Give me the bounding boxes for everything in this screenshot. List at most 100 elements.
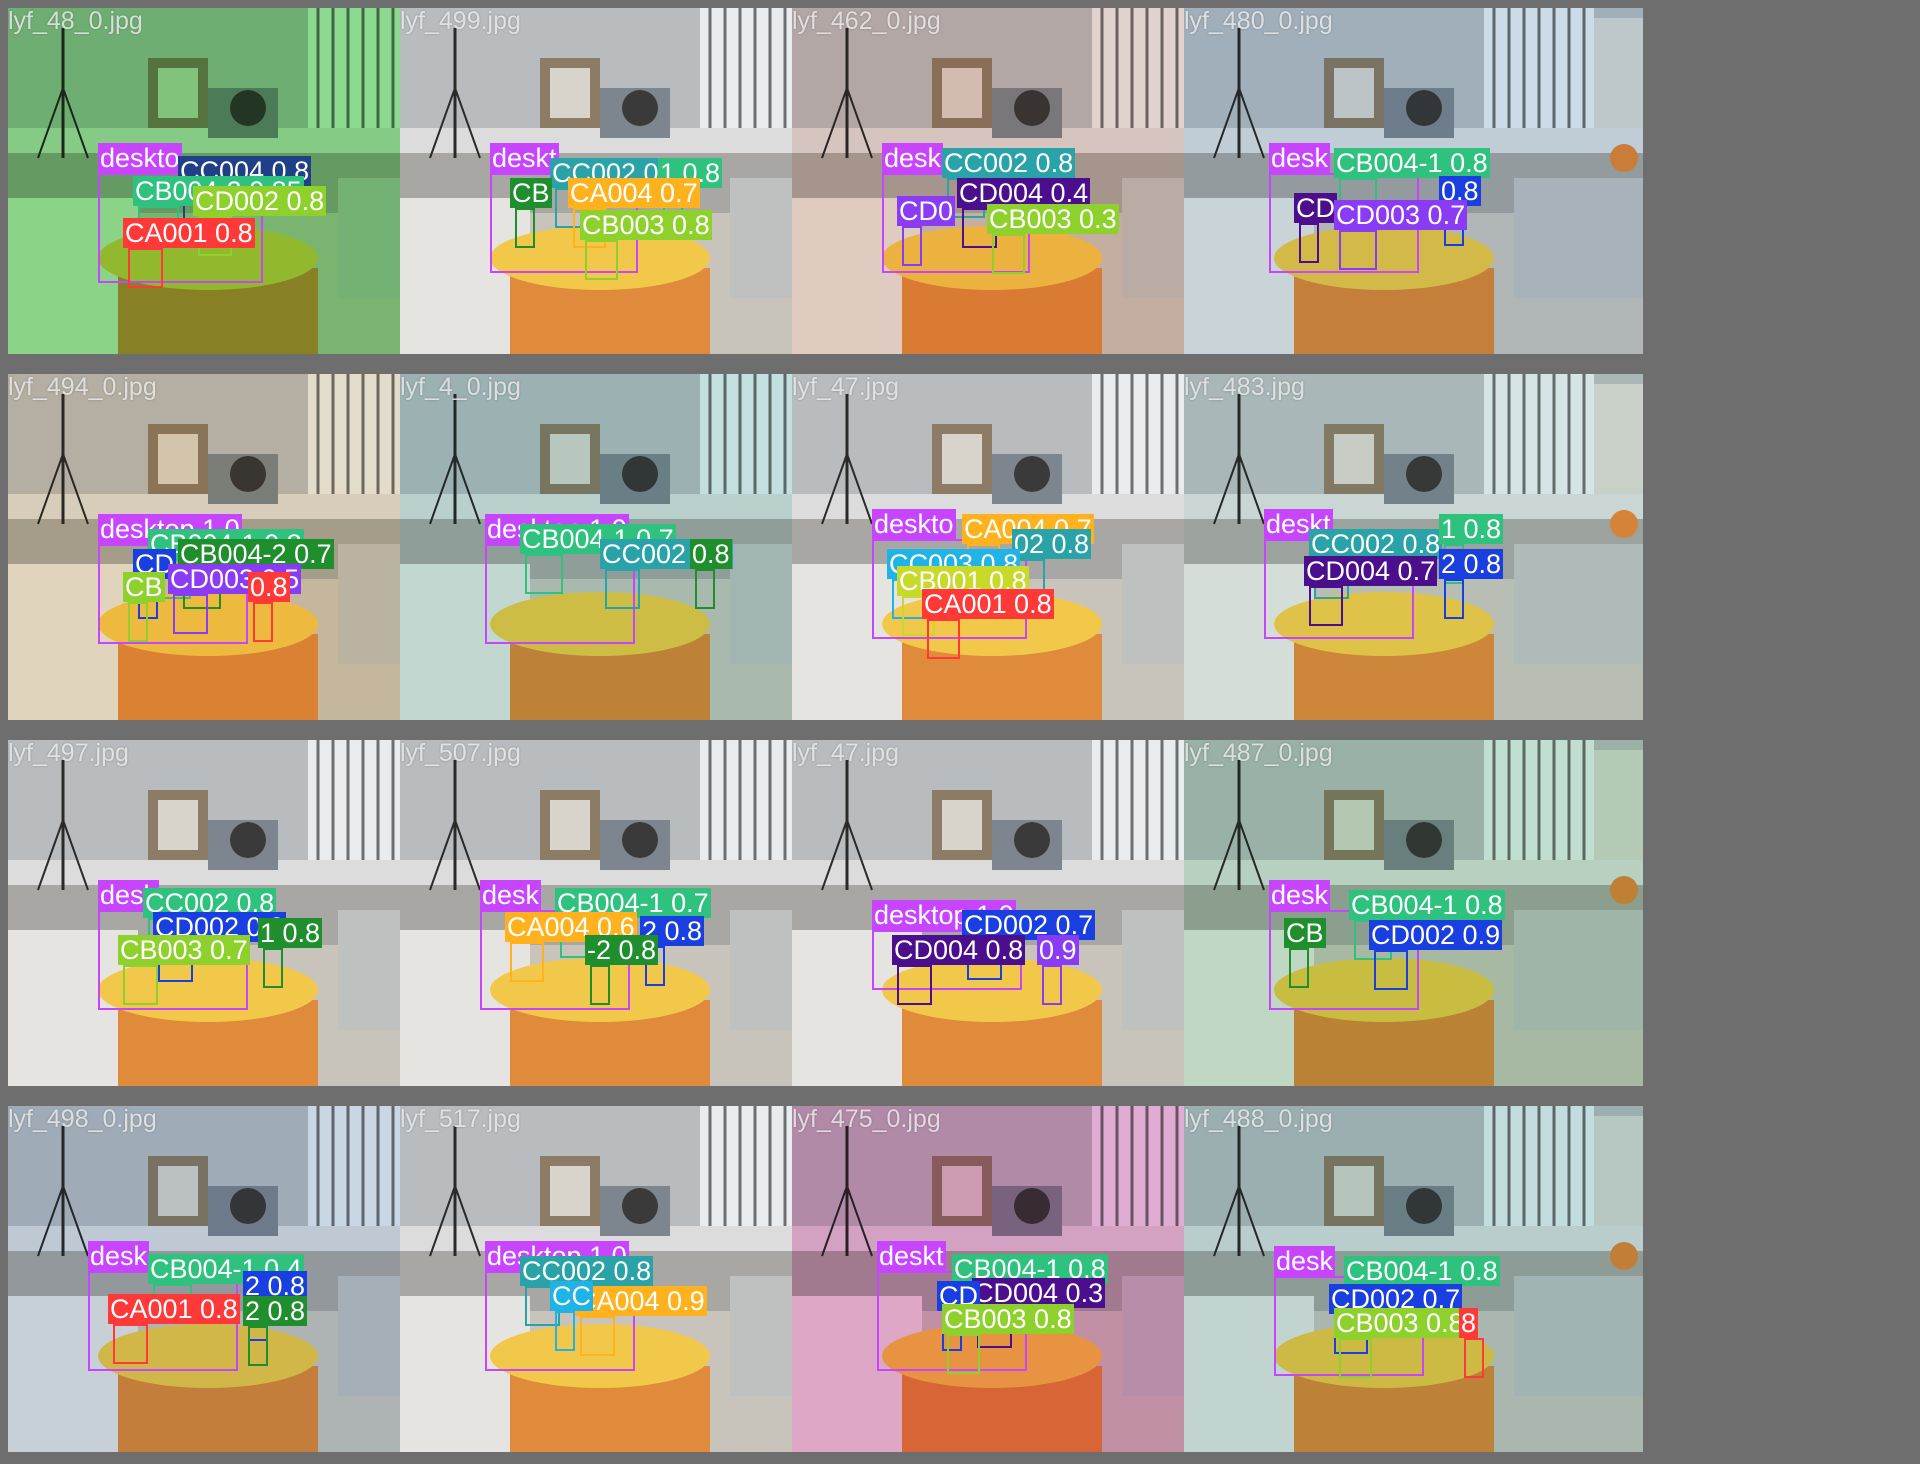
detection-box	[123, 965, 158, 1005]
detection-box	[1309, 586, 1343, 626]
detection-label: CB	[510, 178, 552, 208]
detection-box	[1339, 230, 1377, 270]
detection-box	[1464, 1338, 1484, 1378]
detection-label: CD002 0.9	[1369, 920, 1503, 950]
detection-box	[605, 569, 640, 609]
image-tile: deskt CC002 0.8 1 0.8 2 0.8 CD004 0.7 lyf_483…	[1184, 374, 1643, 720]
image-filename: lyf_475_0.jpg	[792, 1106, 941, 1133]
detection-label: CA001 0.8	[922, 589, 1054, 619]
image-filename: lyf_497.jpg	[8, 740, 129, 767]
detection-label: CB003 0.8	[942, 1304, 1074, 1334]
detection-label: desk	[88, 1241, 150, 1271]
image-filename: lyf_488_0.jpg	[1184, 1106, 1333, 1133]
detection-label: desk	[1269, 143, 1331, 173]
detection-box	[580, 1316, 615, 1356]
detection-box	[253, 602, 273, 642]
image-tile: desk CB004-1 0.8 CD002 0.7 CB003 0.8 8 lyf_48…	[1184, 1106, 1643, 1452]
image-filename: lyf_483.jpg	[1184, 374, 1305, 401]
image-tile: desk CC002 0.8 CD004 0.4 CD0 CB003 0.3 lyf_46…	[792, 8, 1251, 354]
detection-box	[1269, 910, 1419, 1010]
detection-box	[525, 554, 563, 594]
detection-box	[173, 594, 208, 634]
detection-box	[1339, 1338, 1372, 1378]
detection-box	[248, 1326, 268, 1366]
image-filename: lyf_507.jpg	[400, 740, 521, 767]
detection-label: desk	[882, 143, 944, 173]
detection-box	[1042, 965, 1062, 1005]
detection-label: deskt	[877, 1241, 946, 1271]
image-filename: lyf_487_0.jpg	[1184, 740, 1333, 767]
detection-label: CB003 0.8	[580, 210, 712, 240]
detection-label: CB	[123, 572, 165, 602]
image-filename: lyf_4_0.jpg	[400, 374, 521, 401]
image-tile: desk CB004-1 0.8 0.8 CD CD003 0.7 lyf_480_0.j…	[1184, 8, 1643, 354]
detection-label: CD	[1294, 193, 1337, 223]
image-tile: desk CC002 0.8 CD002 0.3 1 0.8 CB003 0.7 lyf_…	[8, 740, 467, 1086]
detection-box	[947, 1334, 980, 1374]
detection-box	[897, 965, 932, 1005]
detection-label: CB004-1 0.8	[1334, 148, 1490, 178]
image-filename: lyf_48_0.jpg	[8, 8, 143, 35]
detection-label: 2 0.8	[1439, 549, 1504, 579]
image-tile: desk CB004-1 0.4 2 0.8 CA001 0.8 2 0.8 lyf_49…	[8, 1106, 467, 1452]
detection-label: 8	[1459, 1308, 1479, 1338]
image-tile: desktop 1.0 CD002 0.7 CD004 0.8 0.9 lyf_47.j…	[792, 740, 1251, 1086]
detection-box	[590, 965, 610, 1005]
detection-label: CC002 0.8	[1309, 529, 1443, 559]
detection-label: CB	[1284, 918, 1326, 948]
detection-label: desk	[1269, 880, 1331, 910]
detection-label: 0.9	[1037, 935, 1079, 965]
detection-label: CA001 0.8	[108, 1294, 240, 1324]
image-filename: lyf_462_0.jpg	[792, 8, 941, 35]
detection-box	[585, 240, 618, 280]
detection-box	[927, 619, 960, 659]
detection-box	[695, 569, 715, 609]
detection-label: CB004-1 0.8	[1349, 890, 1505, 920]
detection-label: CA004 0.9	[575, 1286, 707, 1316]
detection-label: CC002 0.8	[942, 148, 1076, 178]
detection-label: -2 0.8	[585, 935, 659, 965]
detection-label: 02 0.8	[1012, 529, 1092, 559]
detection-box	[1299, 223, 1319, 263]
detection-label: CD004 0.7	[1304, 556, 1438, 586]
detection-label: CB003 0.3	[987, 204, 1119, 234]
detection-label: CA004 0.7	[568, 178, 700, 208]
image-filename: lyf_494_0.jpg	[8, 374, 157, 401]
detection-label: CD004 0.4	[957, 178, 1091, 208]
detection-box	[992, 234, 1025, 274]
image-filename: lyf_498_0.jpg	[8, 1106, 157, 1133]
detection-box	[902, 226, 922, 266]
detection-label: CD003 0.7	[1334, 200, 1468, 230]
detection-box	[263, 948, 283, 988]
image-filename: lyf_499.jpg	[400, 8, 521, 35]
detection-label: desk	[480, 880, 542, 910]
detection-label: CC	[550, 1281, 593, 1311]
detection-box	[128, 602, 148, 642]
detection-box	[128, 248, 163, 288]
detection-label: CD0	[897, 196, 956, 226]
detection-label: 2 0.8	[243, 1296, 308, 1326]
detection-label: desk	[98, 880, 160, 910]
image-tile: desk CB004-1 0.8 CB CD002 0.9 lyf_487_0.jpg	[1184, 740, 1643, 1086]
detection-label: deskto	[872, 509, 956, 539]
detection-label: CD004 0.3	[972, 1278, 1106, 1308]
detection-box	[1374, 950, 1408, 990]
detection-label: CA001 0.8	[123, 218, 255, 248]
image-tile: desk CB004-1 0.7 CA004 0.6 2 0.8 -2 0.8 lyf_5…	[400, 740, 859, 1086]
detection-box	[510, 942, 544, 982]
detection-label: deskt	[490, 143, 559, 173]
image-filename: lyf_480_0.jpg	[1184, 8, 1333, 35]
detection-label: CD004 0.8	[892, 935, 1026, 965]
detection-label: 1 0.8	[258, 918, 323, 948]
image-filename: lyf_517.jpg	[400, 1106, 521, 1133]
detection-box	[515, 208, 535, 248]
detection-label: CB004-1 0.8	[1344, 1256, 1500, 1286]
detection-box	[113, 1324, 148, 1364]
detection-label: 1 0.8	[1439, 514, 1504, 544]
detection-box	[1444, 579, 1464, 619]
detection-box	[1289, 948, 1309, 988]
